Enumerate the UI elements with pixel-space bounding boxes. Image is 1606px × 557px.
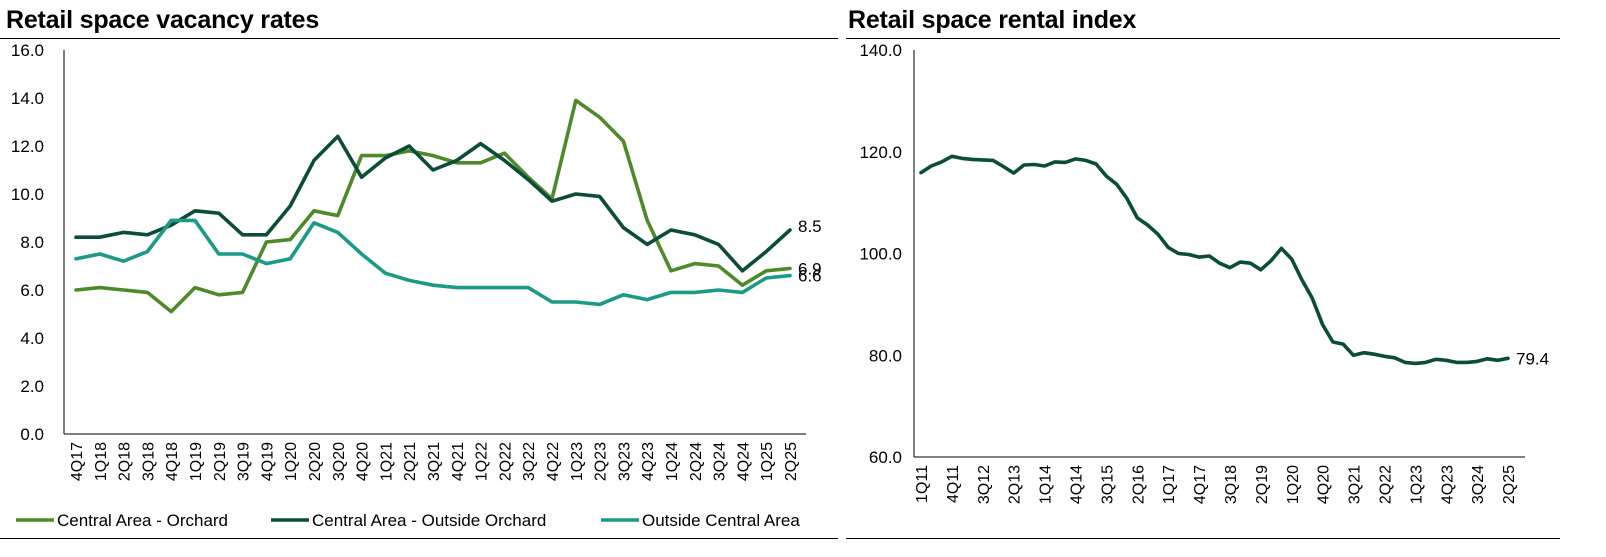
y-tick-label: 4.0	[20, 329, 44, 348]
y-tick-label: 120.0	[859, 143, 902, 162]
left-bottom-rule	[0, 538, 838, 539]
legend-label-3: Outside Central Area	[642, 511, 800, 530]
x-tick-label: 3Q15	[1099, 465, 1116, 504]
x-tick-label: 3Q24	[712, 442, 729, 481]
x-tick-label: 3Q12	[976, 465, 993, 504]
y-tick-label: 6.0	[20, 281, 44, 300]
x-tick-label: 1Q11	[914, 465, 931, 503]
x-tick-label: 2Q18	[117, 442, 134, 481]
right-title-underline	[846, 38, 1560, 39]
x-tick-label: 3Q19	[236, 442, 253, 481]
series-end-label: 6.6	[798, 267, 822, 286]
x-tick-label: 2Q21	[402, 442, 419, 481]
x-tick-label: 4Q23	[640, 442, 657, 481]
x-tick-label: 4Q19	[259, 442, 276, 481]
x-tick-label: 2Q20	[307, 442, 324, 481]
x-tick-label: 3Q21	[426, 442, 443, 481]
series-line-2	[74, 134, 792, 273]
x-tick-label: 1Q18	[93, 442, 110, 481]
x-tick-label: 2Q23	[593, 442, 610, 481]
x-tick-label: 4Q21	[450, 442, 467, 481]
x-tick-label: 2Q16	[1130, 465, 1147, 504]
x-tick-label: 1Q23	[569, 442, 586, 481]
x-tick-label: 2Q13	[1007, 465, 1024, 504]
y-tick-label: 100.0	[859, 245, 902, 264]
vacancy-rates-chart: 0.0 2.0 4.0 6.0 8.0 10.0 12.0 14.0 16.0 4Q17 1Q18 2…	[11, 41, 822, 530]
legend-label-2: Central Area - Outside Orchard	[312, 511, 546, 530]
x-tick-label: 3Q24	[1470, 465, 1487, 504]
series-end-label: 8.5	[798, 217, 822, 236]
x-tick-label: 4Q24	[735, 442, 752, 481]
y-tick-label: 10.0	[11, 185, 44, 204]
left-chart-title: Retail space vacancy rates	[6, 6, 320, 34]
x-tick-label: 1Q21	[378, 442, 395, 481]
y-tick-label: 80.0	[869, 346, 902, 365]
x-tick-label: 2Q25	[1501, 465, 1518, 504]
x-tick-label: 1Q20	[1285, 465, 1302, 504]
series-line-1	[74, 98, 792, 314]
x-tick-label: 1Q23	[1408, 465, 1425, 504]
x-tick-label: 4Q22	[545, 442, 562, 481]
x-tick-label: 2Q22	[1378, 465, 1395, 504]
legend-label-1: Central Area - Orchard	[57, 511, 228, 530]
series-line-3	[74, 218, 792, 307]
y-tick-label: 2.0	[20, 377, 44, 396]
y-tick-label: 140.0	[859, 41, 902, 60]
x-tick-label: 4Q23	[1439, 465, 1456, 504]
y-tick-label: 12.0	[11, 137, 44, 156]
y-tick-label: 0.0	[20, 425, 44, 444]
x-tick-label: 2Q19	[1254, 465, 1271, 504]
series-end-label: 6.9	[798, 259, 822, 278]
y-tick-label: 16.0	[11, 41, 44, 60]
x-tick-label: 1Q17	[1161, 465, 1178, 504]
x-tick-label: 2Q22	[497, 442, 514, 481]
y-tick-label: 60.0	[869, 448, 902, 467]
x-tick-label: 3Q23	[616, 442, 633, 481]
y-tick-label: 8.0	[20, 233, 44, 252]
series-line-1	[919, 154, 1510, 366]
x-tick-label: 2Q25	[783, 442, 800, 481]
right-bottom-rule	[846, 538, 1560, 539]
x-tick-label: 4Q20	[355, 442, 372, 481]
left-title-underline	[0, 38, 838, 39]
x-tick-label: 1Q22	[474, 442, 491, 481]
x-tick-label: 1Q24	[664, 442, 681, 481]
x-tick-label: 4Q17	[1192, 465, 1209, 504]
x-tick-label: 4Q17	[69, 442, 86, 481]
x-tick-label: 3Q18	[1223, 465, 1240, 504]
x-tick-label: 3Q18	[140, 442, 157, 481]
x-tick-label: 2Q24	[688, 442, 705, 481]
x-tick-label: 4Q20	[1316, 465, 1333, 504]
x-tick-label: 4Q18	[164, 442, 181, 481]
x-tick-label: 3Q20	[331, 442, 348, 481]
x-tick-label: 4Q11	[945, 465, 962, 503]
x-tick-label: 2Q19	[212, 442, 229, 481]
x-tick-label: 1Q20	[283, 442, 300, 481]
x-tick-label: 3Q21	[1347, 465, 1364, 504]
x-tick-label: 1Q14	[1038, 465, 1055, 504]
x-tick-label: 1Q19	[188, 442, 205, 481]
series-end-label: 79.4	[1516, 349, 1549, 368]
x-tick-label: 1Q25	[759, 442, 776, 481]
x-tick-label: 3Q22	[521, 442, 538, 481]
y-tick-label: 14.0	[11, 89, 44, 108]
right-chart-title: Retail space rental index	[848, 6, 1137, 34]
x-tick-label: 4Q14	[1069, 465, 1086, 504]
